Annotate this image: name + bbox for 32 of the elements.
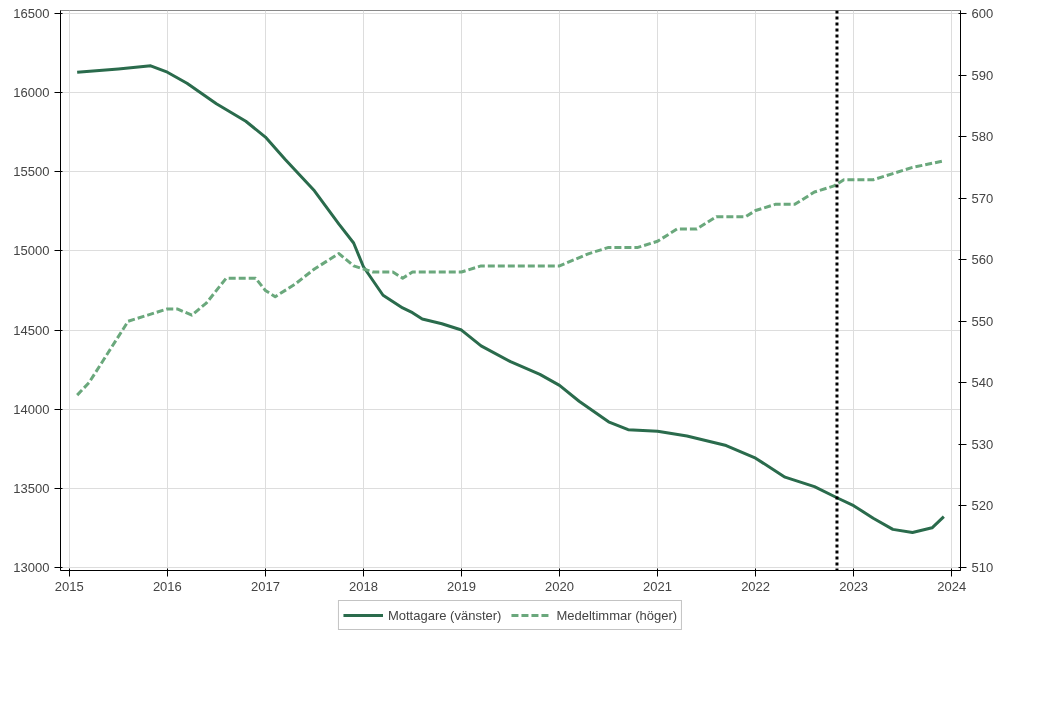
legend-label: Medeltimmar (höger)	[556, 607, 678, 623]
y-tick-label: 15000	[13, 243, 50, 259]
y2-tick-label: 530	[971, 436, 994, 452]
x-tick-label: 2016	[152, 578, 182, 594]
y2-tick-label: 540	[971, 375, 994, 391]
line-series	[75, 64, 946, 535]
line-series	[75, 159, 944, 397]
x-tick-label: 2021	[643, 578, 673, 594]
y-tick-label: 16500	[13, 6, 50, 22]
y2-tick-label: 590	[971, 67, 994, 83]
y-tick-label: 14000	[13, 401, 50, 417]
y2-tick-label: 580	[971, 129, 994, 145]
x-tick-label: 2017	[250, 578, 280, 594]
y-tick-label: 15500	[13, 164, 50, 180]
x-tick-label: 2023	[839, 578, 869, 594]
y2-tick-label: 570	[971, 190, 994, 206]
x-tick-label: 2024	[937, 578, 967, 594]
y-tick-label: 13000	[13, 559, 50, 575]
y-tick-label: 13500	[13, 480, 50, 496]
x-tick-label: 2022	[741, 578, 771, 594]
x-tick-label: 2015	[54, 578, 84, 594]
y2-tick-label: 550	[971, 313, 994, 329]
y2-tick-label: 560	[971, 252, 994, 268]
y-tick-label: 16000	[13, 85, 50, 101]
x-tick-label: 2019	[447, 578, 476, 594]
x-tick-label: 2018	[348, 578, 378, 594]
y-tick-label: 14500	[13, 322, 50, 338]
x-tick-label: 2020	[545, 578, 574, 594]
legend-label: Mottagare (vänster)	[387, 607, 502, 623]
y2-tick-label: 510	[971, 559, 994, 575]
y2-tick-label: 600	[971, 6, 994, 22]
y2-tick-label: 520	[971, 498, 994, 514]
